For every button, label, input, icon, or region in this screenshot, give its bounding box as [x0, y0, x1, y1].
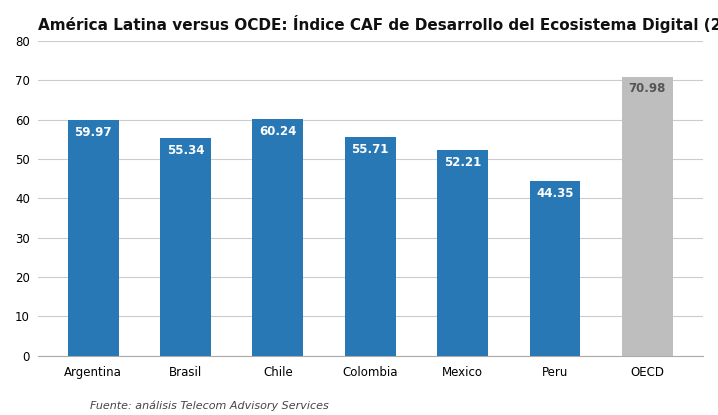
Text: Fuente: análisis Telecom Advisory Services: Fuente: análisis Telecom Advisory Servic…	[90, 400, 329, 411]
Text: 70.98: 70.98	[628, 83, 666, 95]
Bar	[530, 181, 580, 356]
Bar	[622, 77, 673, 356]
Text: América Latina versus OCDE: Índice CAF de Desarrollo del Ecosistema Digital (201: América Latina versus OCDE: Índice CAF d…	[37, 15, 718, 33]
Text: 44.35: 44.35	[536, 187, 574, 200]
Bar	[437, 151, 488, 356]
Bar	[253, 119, 303, 356]
Text: 55.71: 55.71	[351, 143, 388, 156]
Text: 55.34: 55.34	[167, 144, 204, 157]
Bar	[345, 137, 396, 356]
Text: 52.21: 52.21	[444, 156, 481, 169]
Bar	[160, 138, 211, 356]
Text: 60.24: 60.24	[259, 125, 297, 138]
Text: 59.97: 59.97	[74, 126, 112, 139]
Bar	[67, 120, 118, 356]
